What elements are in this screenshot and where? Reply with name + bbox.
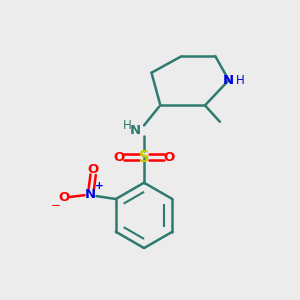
Text: O: O: [113, 151, 124, 164]
Text: H: H: [236, 74, 245, 87]
Text: −: −: [51, 200, 61, 212]
Text: H: H: [123, 119, 132, 132]
Text: O: O: [88, 163, 99, 176]
Text: N: N: [223, 74, 234, 87]
Text: O: O: [59, 191, 70, 204]
Text: O: O: [164, 151, 175, 164]
Text: S: S: [139, 150, 149, 165]
Text: N: N: [85, 188, 96, 201]
Text: N: N: [129, 124, 140, 137]
Text: +: +: [94, 181, 103, 191]
